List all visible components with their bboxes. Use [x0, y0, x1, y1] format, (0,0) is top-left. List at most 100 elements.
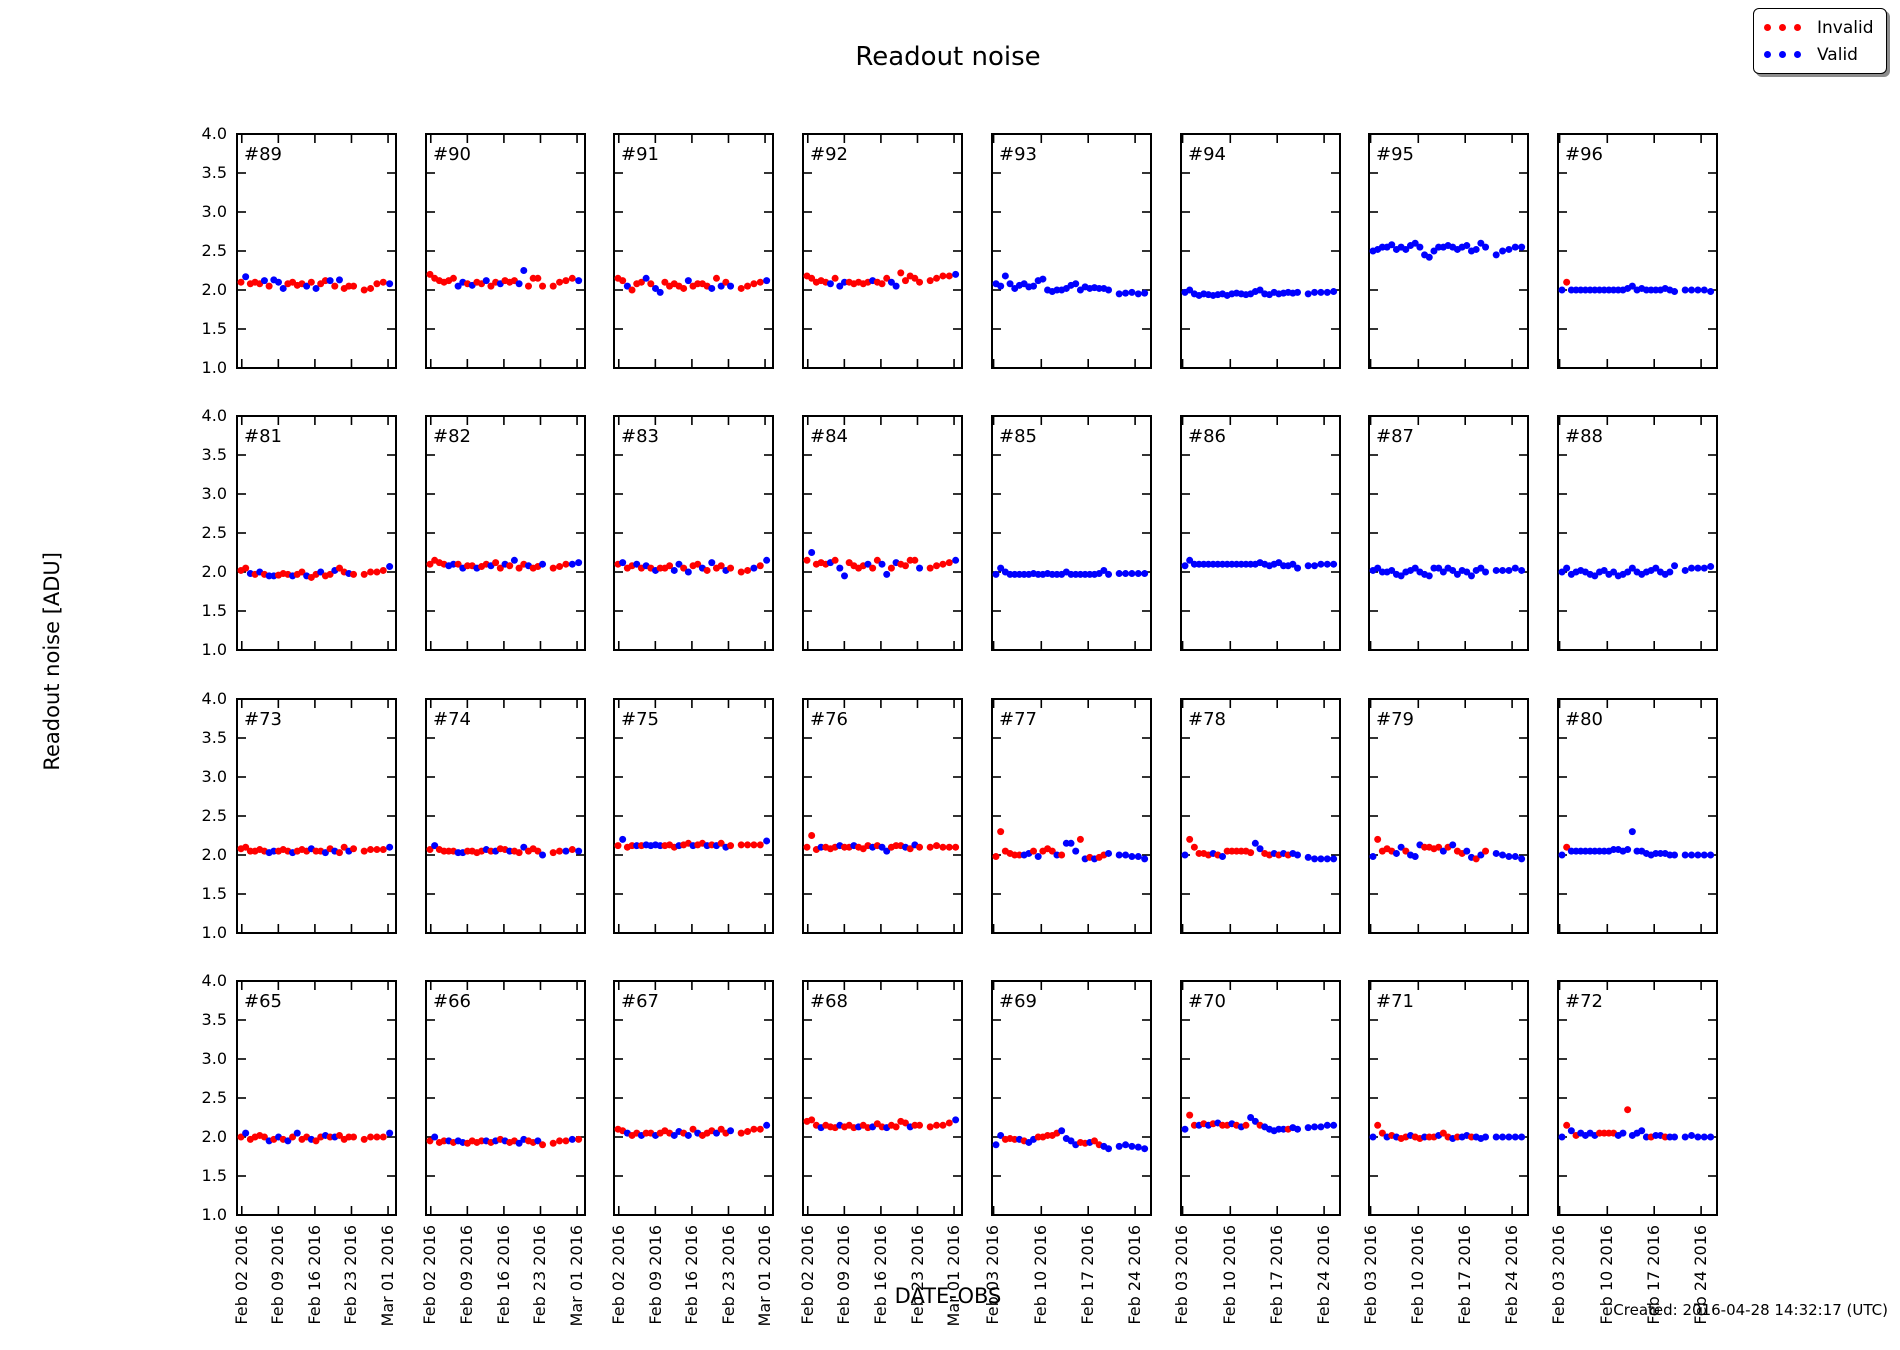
x-tick-label: Mar 01 2016 — [566, 1224, 586, 1327]
subplot-label: #90 — [433, 144, 471, 165]
subplot-70: #70 — [1179, 979, 1341, 1216]
subplot-label: #96 — [1565, 144, 1603, 165]
x-tick-label: Feb 10 2016 — [1031, 1224, 1051, 1325]
y-tick-label: 2.5 — [201, 241, 227, 260]
subplot-label: #82 — [433, 426, 471, 447]
x-tick-label: Feb 17 2016 — [1077, 1224, 1097, 1325]
x-tick-label: Feb 24 2016 — [1124, 1224, 1144, 1325]
valid-point-icon — [1779, 51, 1786, 58]
invalid-point-icon — [1764, 24, 1771, 31]
subplot-74: #74 — [424, 697, 586, 934]
legend-item-valid: Valid — [1764, 41, 1874, 68]
subplot-96: #96 — [1556, 133, 1718, 369]
x-tick-label: Mar 01 2016 — [944, 1224, 964, 1327]
subplot-label: #93 — [999, 144, 1037, 165]
subplot-label: #89 — [244, 144, 282, 165]
subplot-label: #70 — [1188, 991, 1226, 1012]
subplot-label: #78 — [1188, 709, 1226, 730]
x-tick-label: Feb 16 2016 — [304, 1224, 324, 1325]
subplot-83: #83 — [613, 415, 775, 652]
subplot-67: #67 — [613, 979, 775, 1216]
subplot-77: #77 — [990, 697, 1152, 934]
subplot-87: #87 — [1368, 415, 1530, 652]
subplot-label: #87 — [1376, 426, 1414, 447]
x-tick-label: Feb 02 2016 — [609, 1224, 629, 1325]
subplot-78: #78 — [1179, 697, 1341, 934]
valid-point-icon — [1794, 51, 1801, 58]
y-tick-label: 3.5 — [201, 163, 227, 182]
subplot-label: #76 — [810, 709, 848, 730]
subplot-65: #65 — [236, 979, 397, 1216]
x-tick-label: Feb 23 2016 — [907, 1224, 927, 1325]
subplot-label: #71 — [1376, 991, 1414, 1012]
subplot-66: #66 — [424, 979, 586, 1216]
x-tick-label: Feb 09 2016 — [645, 1224, 665, 1325]
subplot-label: #80 — [1565, 709, 1603, 730]
subplot-label: #84 — [810, 426, 848, 447]
y-tick-label: 3.0 — [201, 1048, 227, 1068]
y-tick-label: 1.5 — [201, 1165, 227, 1185]
subplot-label: #83 — [621, 426, 659, 447]
y-tick-label: 2.5 — [201, 523, 227, 543]
subplot-label: #79 — [1376, 709, 1414, 730]
y-tick-label: 3.5 — [201, 445, 227, 465]
y-tick-label: 3.5 — [201, 727, 227, 747]
x-tick-label: Feb 17 2016 — [1644, 1224, 1664, 1325]
x-tick-label: Feb 03 2016 — [1360, 1224, 1380, 1325]
subplot-90: #90 — [424, 133, 586, 369]
legend-item-invalid: Invalid — [1764, 14, 1874, 41]
y-tick-label: 4.0 — [201, 124, 227, 143]
x-tick-label: Feb 23 2016 — [530, 1224, 550, 1325]
subplot-label: #73 — [244, 709, 282, 730]
subplot-label: #81 — [244, 426, 282, 447]
x-tick-label: Feb 23 2016 — [341, 1224, 361, 1325]
y-tick-label: 2.0 — [201, 562, 227, 582]
subplot-80: #80 — [1556, 697, 1718, 934]
y-tick-label: 1.0 — [201, 922, 227, 942]
x-tick-label: Feb 23 2016 — [718, 1224, 738, 1325]
x-tick-label: Feb 17 2016 — [1266, 1224, 1286, 1325]
subplot-label: #74 — [433, 709, 471, 730]
y-tick-label: 1.0 — [201, 640, 227, 660]
subplot-69: #69 — [990, 979, 1152, 1216]
subplot-72: #72 — [1556, 979, 1718, 1216]
subplot-label: #72 — [1565, 991, 1603, 1012]
legend-label-valid: Valid — [1817, 44, 1858, 65]
x-tick-label: Feb 03 2016 — [1172, 1224, 1192, 1325]
x-tick-label: Feb 10 2016 — [1219, 1224, 1239, 1325]
y-tick-label: 4.0 — [201, 688, 227, 708]
x-tick-label: Feb 02 2016 — [231, 1224, 251, 1325]
y-tick-label: 1.5 — [201, 601, 227, 621]
subplot-68: #68 — [802, 979, 964, 1216]
invalid-point-icon — [1779, 24, 1786, 31]
subplot-86: #86 — [1179, 415, 1341, 652]
subplot-label: #75 — [621, 709, 659, 730]
y-tick-label: 3.0 — [201, 202, 227, 221]
y-tick-label: 2.0 — [201, 1126, 227, 1146]
subplot-label: #86 — [1188, 426, 1226, 447]
y-tick-label: 3.0 — [201, 766, 227, 786]
x-tick-label: Feb 10 2016 — [1408, 1224, 1428, 1325]
subplot-label: #65 — [244, 991, 282, 1012]
x-tick-label: Feb 16 2016 — [493, 1224, 513, 1325]
subplot-94: #94 — [1179, 133, 1341, 369]
x-tick-label: Mar 01 2016 — [755, 1224, 775, 1327]
subplot-79: #79 — [1368, 697, 1530, 934]
x-tick-label: Feb 09 2016 — [457, 1224, 477, 1325]
x-axis-label: DATE-OBS — [894, 1284, 1002, 1308]
subplot-93: #93 — [990, 133, 1152, 369]
y-tick-label: 3.5 — [201, 1009, 227, 1029]
subplot-label: #92 — [810, 144, 848, 165]
subplot-73: #73 — [236, 697, 397, 934]
x-tick-label: Feb 09 2016 — [834, 1224, 854, 1325]
y-tick-label: 2.5 — [201, 805, 227, 825]
x-tick-label: Feb 03 2016 — [1549, 1224, 1569, 1325]
y-tick-label: 1.5 — [201, 319, 227, 338]
valid-point-icon — [1764, 51, 1771, 58]
y-axis-label: Readout noise [ADU] — [40, 552, 64, 771]
x-tick-label: Feb 03 2016 — [983, 1224, 1003, 1325]
x-tick-label: Feb 24 2016 — [1313, 1224, 1333, 1325]
subplot-label: #91 — [621, 144, 659, 165]
chart-title: Readout noise — [855, 42, 1041, 72]
